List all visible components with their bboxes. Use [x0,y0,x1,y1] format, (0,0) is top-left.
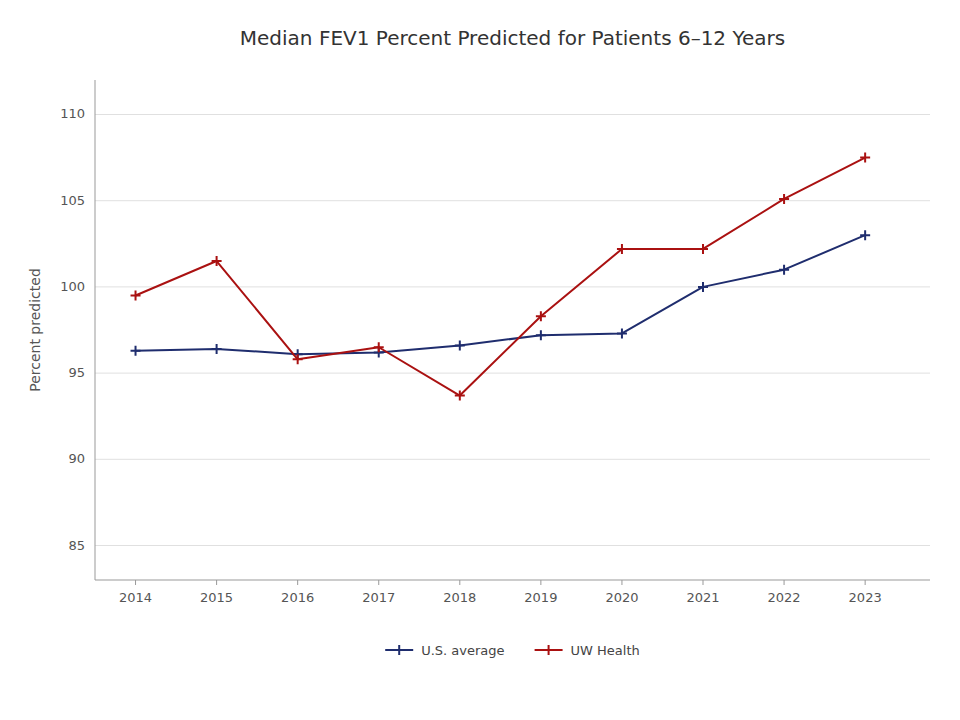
grid-line [95,373,930,374]
x-tick [865,580,866,585]
point-marker [212,344,222,354]
x-tick [297,580,298,585]
grid-line [95,114,930,115]
y-tick-label: 90 [68,451,85,466]
series-line [136,158,866,396]
x-tick-label: 2022 [768,590,801,605]
y-axis-line [95,80,96,580]
y-tick-label: 110 [60,106,85,121]
point-marker [860,153,870,163]
point-marker [212,256,222,266]
x-tick-label: 2018 [443,590,476,605]
x-tick [540,580,541,585]
x-tick-label: 2014 [119,590,152,605]
point-marker [779,194,789,204]
y-tick-label: 85 [68,538,85,553]
x-tick [703,580,704,585]
point-marker [779,265,789,275]
point-marker [860,230,870,240]
x-tick-label: 2021 [686,590,719,605]
x-tick-label: 2015 [200,590,233,605]
x-tick [216,580,217,585]
x-tick [459,580,460,585]
point-marker [455,391,465,401]
point-marker [698,244,708,254]
legend-marker [544,645,554,655]
chart-container: Median FEV1 Percent Predicted for Patien… [0,0,960,720]
x-tick-label: 2016 [281,590,314,605]
legend-item: U.S. average [385,643,504,658]
x-tick [135,580,136,585]
point-marker [131,346,141,356]
series [131,230,871,359]
y-grid [95,114,930,545]
x-tick [784,580,785,585]
x-tick [621,580,622,585]
point-marker [617,244,627,254]
x-tick-label: 2019 [524,590,557,605]
legend: U.S. average UW Health [385,643,640,658]
point-marker [536,311,546,321]
point-marker [455,341,465,351]
point-marker [698,282,708,292]
legend-marker [394,645,404,655]
legend-label: U.S. average [421,643,504,658]
y-axis-label: Percent predicted [27,268,43,392]
x-axis-line [95,580,930,581]
y-tick-label: 105 [60,193,85,208]
point-marker [374,342,384,352]
plot-data [131,153,871,401]
point-marker [617,328,627,338]
y-tick-label: 100 [60,279,85,294]
point-marker [536,330,546,340]
x-tick [378,580,379,585]
x-tick-label: 2020 [605,590,638,605]
point-marker [293,354,303,364]
grid-line [95,459,930,460]
series [131,153,871,401]
grid-line [95,200,930,201]
chart-svg: Median FEV1 Percent Predicted for Patien… [0,0,960,720]
point-marker [131,291,141,301]
grid-line [95,286,930,287]
x-tick-label: 2023 [849,590,882,605]
chart-title: Median FEV1 Percent Predicted for Patien… [240,26,785,50]
x-tick-label: 2017 [362,590,395,605]
y-tick-label: 95 [68,365,85,380]
legend-label: UW Health [571,643,640,658]
grid-line [95,545,930,546]
legend-item: UW Health [535,643,640,658]
